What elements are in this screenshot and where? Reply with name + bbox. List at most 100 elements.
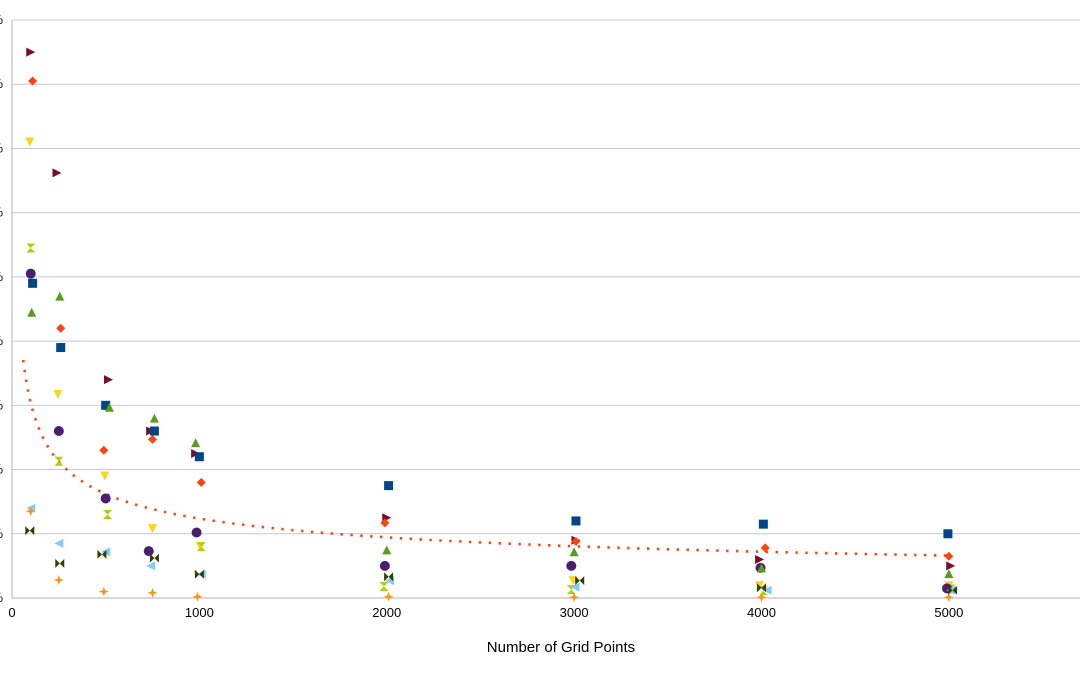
data-point-bowtie: [55, 558, 65, 568]
data-point-triangle-down: [53, 389, 63, 399]
data-point-four-point-star: [147, 587, 158, 598]
y-tick-label: %: [0, 397, 3, 412]
series-4: [26, 243, 956, 596]
data-point-triangle-up: [149, 413, 159, 423]
data-point-four-point-star: [25, 506, 36, 517]
data-point-four-point-star: [756, 592, 767, 603]
data-point-diamond: [148, 434, 158, 444]
x-axis-title: Number of Grid Points: [487, 639, 635, 656]
series-2: [28, 76, 954, 561]
data-point-hourglass: [379, 581, 389, 591]
x-tick-label: 0: [8, 605, 15, 620]
data-point-bowtie: [756, 583, 766, 593]
series-5: [25, 268, 952, 594]
data-point-bowtie: [384, 572, 394, 582]
data-point-triangle-right: [26, 47, 36, 57]
y-tick-labels: %%%%%%%%%%: [0, 12, 3, 605]
data-point-triangle-up: [944, 569, 954, 579]
series-7: [27, 291, 954, 579]
data-point-triangle-up: [104, 402, 114, 412]
data-point-bowtie: [948, 585, 958, 595]
data-point-square: [56, 343, 66, 353]
data-point-diamond: [380, 518, 390, 528]
data-point-triangle-right: [946, 561, 956, 571]
trendline-path: [21, 359, 949, 557]
x-tick-label: 3000: [560, 605, 589, 620]
data-point-triangle-up: [27, 307, 37, 317]
y-tick-label: %: [0, 140, 3, 155]
data-point-four-point-star: [383, 591, 394, 602]
series-3: [25, 137, 954, 591]
data-point-diamond: [944, 551, 954, 561]
data-point-diamond: [56, 323, 66, 333]
data-point-diamond: [99, 445, 109, 455]
data-point-triangle-left: [570, 582, 580, 592]
data-point-triangle-up: [569, 547, 579, 557]
data-point-four-point-star: [98, 586, 109, 597]
data-point-triangle-down: [755, 581, 765, 591]
data-point-hourglass: [26, 243, 36, 253]
data-points: [25, 47, 958, 603]
data-point-triangle-right: [755, 554, 765, 564]
data-point-diamond: [571, 536, 581, 546]
trendline: [21, 359, 949, 557]
data-point-four-point-star: [569, 592, 580, 603]
y-tick-label: %: [0, 590, 3, 605]
y-tick-label: %: [0, 205, 3, 220]
data-point-circle: [53, 426, 64, 437]
data-point-circle: [100, 493, 111, 504]
data-point-circle: [379, 560, 390, 571]
data-point-diamond: [28, 76, 38, 86]
data-point-bowtie: [149, 553, 159, 563]
data-point-square: [149, 426, 159, 436]
data-point-square: [194, 452, 204, 462]
data-point-bowtie: [575, 576, 585, 586]
x-tick-label: 5000: [934, 605, 963, 620]
data-point-triangle-right: [52, 168, 62, 178]
data-point-square: [101, 400, 111, 410]
x-tick-label: 4000: [747, 605, 776, 620]
series-8: [26, 503, 956, 595]
y-tick-label: %: [0, 462, 3, 477]
data-point-bowtie: [97, 549, 107, 559]
data-point-square: [758, 519, 768, 529]
data-point-four-point-star: [943, 592, 954, 603]
grid-lines: [11, 19, 1080, 599]
data-point-hourglass: [103, 510, 113, 520]
data-point-circle: [191, 527, 202, 538]
data-point-square: [943, 529, 953, 539]
x-tick-label: 1000: [185, 605, 214, 620]
data-point-square: [571, 516, 581, 526]
data-point-diamond: [760, 543, 770, 553]
data-point-triangle-left: [146, 561, 156, 571]
y-tick-label: %: [0, 12, 3, 27]
data-point-diamond: [196, 477, 206, 487]
data-point-triangle-down: [25, 137, 35, 147]
data-point-four-point-star: [192, 591, 203, 602]
y-tick-label: %: [0, 76, 3, 91]
data-point-four-point-star: [53, 575, 64, 586]
data-point-triangle-down: [100, 471, 110, 481]
series-9: [25, 506, 954, 603]
data-point-triangle-down: [148, 524, 158, 534]
y-tick-label: %: [0, 526, 3, 541]
data-point-hourglass: [54, 456, 64, 466]
data-point-triangle-up: [191, 438, 201, 448]
data-point-circle: [143, 546, 154, 557]
series-10: [25, 526, 958, 595]
data-point-triangle-up: [756, 563, 766, 573]
data-point-circle: [25, 268, 36, 279]
data-point-triangle-right: [103, 375, 113, 385]
x-tick-label: 2000: [372, 605, 401, 620]
y-tick-label: %: [0, 269, 3, 284]
series-1: [26, 47, 956, 571]
series-6: [28, 278, 953, 539]
data-point-triangle-up: [382, 545, 392, 555]
data-point-triangle-left: [762, 585, 772, 595]
x-tick-labels: 0 1000 2000 3000 4000 5000: [8, 605, 963, 620]
data-point-square: [384, 481, 394, 491]
data-point-square: [28, 278, 38, 288]
data-point-triangle-left: [54, 538, 64, 548]
data-point-hourglass: [196, 542, 206, 552]
